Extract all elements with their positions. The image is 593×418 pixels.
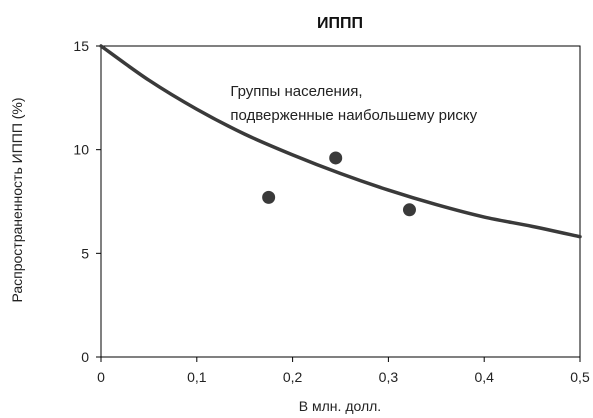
fitted-curve <box>99 44 582 239</box>
x-tick-label: 0 <box>97 369 105 385</box>
y-tick-label: 10 <box>73 142 89 158</box>
chart-title: ИППП <box>317 15 363 32</box>
data-point <box>329 151 343 165</box>
plot-frame <box>100 45 581 358</box>
annotation-layer: Группы населения, подверженные наибольшем… <box>230 83 477 124</box>
y-tick-label: 5 <box>81 245 89 261</box>
x-tick-label: 0,4 <box>474 369 494 385</box>
y-tick-label: 0 <box>81 349 89 365</box>
x-axis-label: В млн. долл. <box>299 398 381 414</box>
plot-border <box>100 45 581 358</box>
x-axis: 0 0,1 0,2 0,3 0,4 0,5 <box>97 357 590 385</box>
annotation-line: Группы населения, <box>230 83 362 100</box>
x-tick-label: 0,5 <box>570 369 590 385</box>
x-tick-label: 0,3 <box>379 369 399 385</box>
series-layer <box>99 44 582 239</box>
data-point <box>262 190 276 204</box>
annotation-line: подверженные наибольшему риску <box>230 107 477 124</box>
x-tick-label: 0,1 <box>187 369 207 385</box>
y-axis-label: Распространенность ИППП (%) <box>9 97 25 302</box>
y-tick-label: 15 <box>73 38 89 54</box>
x-tick-label: 0,2 <box>283 369 303 385</box>
y-axis: 0 5 10 15 <box>73 38 101 365</box>
data-point <box>402 203 416 217</box>
